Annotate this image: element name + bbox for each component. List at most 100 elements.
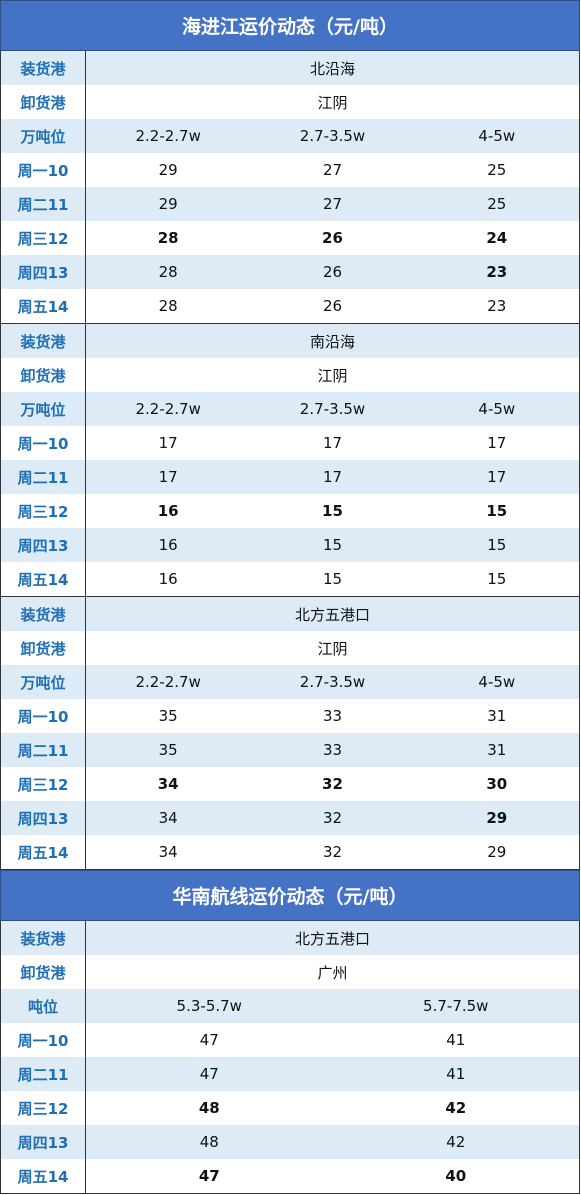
table-row: 装货港 北方五港口 <box>1 921 579 955</box>
load-port-label: 装货港 <box>1 597 86 631</box>
day-label: 周二11 <box>1 187 86 221</box>
day-label: 周五14 <box>1 835 86 869</box>
route-section: 装货港 北方五港口 卸货港 广州 吨位 5.3-5.7w 5.7-7.5w 周一10 47 41 周… <box>0 921 580 1194</box>
rate-cell: 26 <box>322 229 343 247</box>
rate-cell: 17 <box>158 468 178 486</box>
row-cells: 2.2-2.7w 2.7-3.5w 4-5w <box>86 392 579 426</box>
rate-cell: 15 <box>322 570 343 588</box>
row-cells: 北沿海 <box>86 51 579 85</box>
rate-cell: 41 <box>446 1031 466 1049</box>
table-row: 装货港 北方五港口 <box>1 597 579 631</box>
load-port-value: 南沿海 <box>309 332 355 351</box>
table-row: 周二11 17 17 17 <box>1 460 579 494</box>
rate-cell: 32 <box>322 843 343 861</box>
table-row: 周二11 47 41 <box>1 1057 579 1091</box>
table-row: 周一10 35 33 31 <box>1 699 579 733</box>
rate-cell: 34 <box>158 843 178 861</box>
rate-cell: 48 <box>198 1099 220 1117</box>
rate-cell: 28 <box>157 229 179 247</box>
row-cells: 48 42 <box>86 1125 579 1159</box>
rate-cell: 16 <box>158 536 178 554</box>
row-cells: 17 17 17 <box>86 426 579 460</box>
rate-cell: 32 <box>322 809 343 827</box>
row-cells: 广州 <box>86 955 579 989</box>
day-label: 周二11 <box>1 733 86 767</box>
table-row: 周五14 16 15 15 <box>1 562 579 596</box>
rate-cell: 26 <box>322 263 343 281</box>
unload-port-label: 卸货港 <box>1 631 86 665</box>
rate-cell: 17 <box>487 468 507 486</box>
day-label: 周四13 <box>1 255 86 289</box>
rate-cell: 28 <box>158 263 178 281</box>
table-row: 周一10 47 41 <box>1 1023 579 1057</box>
load-port-label: 装货港 <box>1 51 86 85</box>
row-cells: 16 15 15 <box>86 494 579 528</box>
rate-cell: 41 <box>446 1065 466 1083</box>
rate-cell: 34 <box>158 809 178 827</box>
row-cells: 47 41 <box>86 1023 579 1057</box>
day-label: 周一10 <box>1 699 86 733</box>
row-cells: 南沿海 <box>86 324 579 358</box>
rate-cell: 15 <box>322 502 343 520</box>
rate-cell: 17 <box>322 468 343 486</box>
table-row: 万吨位 2.2-2.7w 2.7-3.5w 4-5w <box>1 119 579 153</box>
table-row: 周三12 28 26 24 <box>1 221 579 255</box>
table-row: 周四13 48 42 <box>1 1125 579 1159</box>
tonnage-header: 2.2-2.7w <box>135 400 201 418</box>
rate-cell: 25 <box>487 195 507 213</box>
day-label: 周三12 <box>1 767 86 801</box>
day-label: 周一10 <box>1 1023 86 1057</box>
table-row: 万吨位 2.2-2.7w 2.7-3.5w 4-5w <box>1 392 579 426</box>
rate-cell: 24 <box>486 229 508 247</box>
row-cells: 2.2-2.7w 2.7-3.5w 4-5w <box>86 665 579 699</box>
row-cells: 16 15 15 <box>86 528 579 562</box>
table-row: 吨位 5.3-5.7w 5.7-7.5w <box>1 989 579 1023</box>
rate-cell: 15 <box>487 536 507 554</box>
row-cells: 29 27 25 <box>86 187 579 221</box>
load-port-value: 北沿海 <box>309 59 355 78</box>
table-row: 万吨位 2.2-2.7w 2.7-3.5w 4-5w <box>1 665 579 699</box>
rate-cell: 17 <box>487 434 507 452</box>
table-row: 周五14 28 26 23 <box>1 289 579 323</box>
row-cells: 17 17 17 <box>86 460 579 494</box>
row-cells: 江阴 <box>86 358 579 392</box>
tonnage-label: 万吨位 <box>1 392 86 426</box>
day-label: 周五14 <box>1 289 86 323</box>
rate-cell: 16 <box>157 502 179 520</box>
row-cells: 江阴 <box>86 85 579 119</box>
row-cells: 35 33 31 <box>86 733 579 767</box>
rate-cell: 17 <box>158 434 178 452</box>
day-label: 周三12 <box>1 494 86 528</box>
load-port-value: 北方五港口 <box>294 605 370 624</box>
row-cells: 16 15 15 <box>86 562 579 596</box>
row-cells: 34 32 29 <box>86 801 579 835</box>
table-row: 卸货港 江阴 <box>1 631 579 665</box>
rate-cell: 29 <box>158 161 178 179</box>
row-cells: 29 27 25 <box>86 153 579 187</box>
row-cells: 28 26 24 <box>86 221 579 255</box>
tonnage-header: 5.7-7.5w <box>423 997 489 1015</box>
route-section: 装货港 南沿海 卸货港 江阴 万吨位 2.2-2.7w 2.7-3.5w 4-5w 周一10 17… <box>0 324 580 597</box>
rate-cell: 47 <box>199 1065 219 1083</box>
rate-cell: 29 <box>487 843 507 861</box>
rate-cell: 15 <box>322 536 343 554</box>
table-row: 装货港 北沿海 <box>1 51 579 85</box>
rate-cell: 17 <box>322 434 343 452</box>
table2-title: 华南航线运价动态（元/吨） <box>0 870 580 921</box>
route-section: 装货港 北沿海 卸货港 江阴 万吨位 2.2-2.7w 2.7-3.5w 4-5w 周一10 29… <box>0 51 580 324</box>
day-label: 周五14 <box>1 562 86 596</box>
unload-port-label: 卸货港 <box>1 85 86 119</box>
load-port-value: 北方五港口 <box>294 929 370 948</box>
tonnage-header: 4-5w <box>478 127 516 145</box>
day-label: 周四13 <box>1 1125 86 1159</box>
table-row: 周四13 16 15 15 <box>1 528 579 562</box>
rate-cell: 15 <box>486 502 508 520</box>
rate-cell: 26 <box>322 297 343 315</box>
day-label: 周五14 <box>1 1159 86 1193</box>
unload-port-value: 江阴 <box>317 639 348 658</box>
table-row: 卸货港 江阴 <box>1 85 579 119</box>
row-cells: 48 42 <box>86 1091 579 1125</box>
unload-port-value: 江阴 <box>317 93 348 112</box>
load-port-label: 装货港 <box>1 324 86 358</box>
rate-cell: 30 <box>486 775 508 793</box>
